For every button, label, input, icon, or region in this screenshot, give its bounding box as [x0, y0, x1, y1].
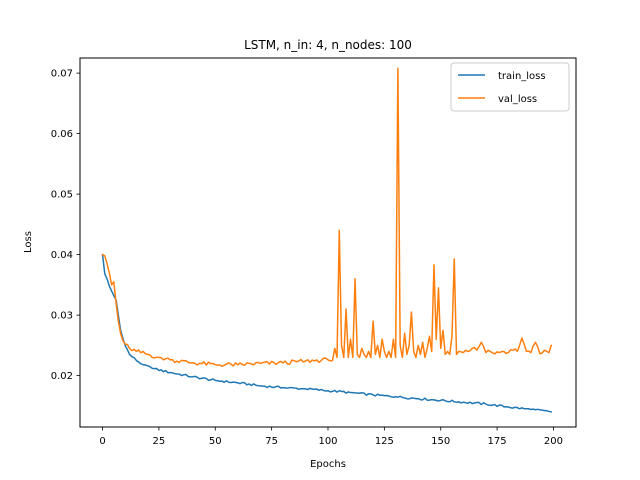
x-tick-label: 100: [318, 436, 337, 447]
legend-label-val-loss: val_loss: [498, 94, 537, 105]
y-axis-ticks: 0.02 0.03 0.04 0.05 0.06 0.07: [51, 69, 80, 382]
x-tick-label: 50: [209, 436, 222, 447]
y-tick-label: 0.02: [51, 371, 73, 382]
series-layer: [101, 67, 553, 413]
x-tick-label: 125: [375, 436, 394, 447]
y-tick-label: 0.03: [51, 311, 73, 322]
x-axis-ticks: 0 25 50 75 100 125 150 175 200: [99, 427, 563, 447]
x-tick-label: 175: [488, 436, 507, 447]
y-tick-label: 0.05: [51, 190, 73, 201]
legend: train_loss val_loss: [450, 62, 570, 112]
x-tick-label: 75: [265, 436, 278, 447]
x-tick-label: 0: [99, 436, 105, 447]
series-line-train-loss: [101, 253, 553, 413]
y-tick-label: 0.04: [51, 250, 73, 261]
x-tick-label: 150: [431, 436, 450, 447]
y-tick-label: 0.06: [51, 129, 73, 140]
x-tick-label: 200: [544, 436, 563, 447]
x-tick-label: 25: [153, 436, 166, 447]
chart-title: LSTM, n_in: 4, n_nodes: 100: [244, 38, 412, 52]
x-axis-label: Epochs: [310, 459, 346, 470]
legend-label-train-loss: train_loss: [498, 71, 546, 82]
y-tick-label: 0.07: [51, 69, 73, 80]
series-line-val-loss: [101, 67, 553, 368]
y-axis-label: Loss: [23, 231, 34, 253]
